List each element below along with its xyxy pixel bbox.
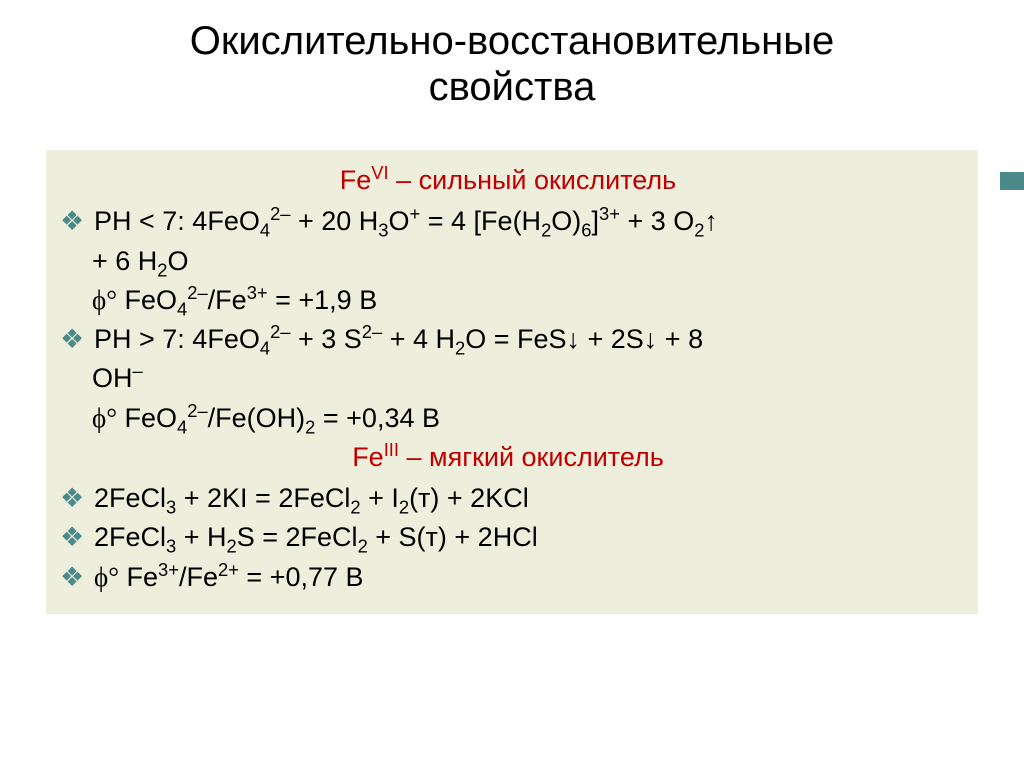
bullet-row-1: ❖ PH < 7: 4FeO42– + 20 H3O+ = 4 [Fe(H2O)… xyxy=(58,203,958,240)
title-line-2: свойства xyxy=(0,64,1024,110)
subheading-fe3: FeIII – мягкий окислитель xyxy=(58,439,958,476)
accent-bar xyxy=(1000,172,1024,190)
eq-fecl3-h2s: 2FeCl3 + H2S = 2FeCl2 + S(т) + 2HCl xyxy=(94,519,958,556)
slide-title: Окислительно-восстановительные свойства xyxy=(0,0,1024,118)
potential-2: ϕ° FeO42–/Fe(OH)2 = +0,34 В xyxy=(92,400,958,437)
eq-ph-gt-7: PH > 7: 4FeO42– + 3 S2– + 4 H2O = FeS↓ +… xyxy=(94,321,958,358)
title-line-1: Окислительно-восстановительные xyxy=(0,18,1024,64)
bullet-row-7: ❖ ϕ° Fe3+/Fe2+ = +0,77 В xyxy=(58,559,958,596)
bullet-row-3-cont: OH– xyxy=(58,360,958,397)
bullet-row-1-cont: + 6 H2O xyxy=(58,243,958,280)
eq-ph-gt-7-cont: OH– xyxy=(92,360,958,397)
eq-ph-lt-7: PH < 7: 4FeO42– + 20 H3O+ = 4 [Fe(H2O)6]… xyxy=(94,203,958,240)
bullet-icon: ❖ xyxy=(58,559,94,596)
bullet-row-4: ϕ° FeO42–/Fe(OH)2 = +0,34 В xyxy=(58,400,958,437)
bullet-row-6: ❖ 2FeCl3 + H2S = 2FeCl2 + S(т) + 2HCl xyxy=(58,519,958,556)
subhead2-sup: III xyxy=(384,439,399,460)
bullet-icon: ❖ xyxy=(58,480,94,517)
subhead2-prefix: Fe xyxy=(352,442,384,472)
eq-ph-lt-7-cont: + 6 H2O xyxy=(92,243,958,280)
bullet-icon: ❖ xyxy=(58,203,94,240)
potential-3: ϕ° Fe3+/Fe2+ = +0,77 В xyxy=(94,559,958,596)
bullet-row-2: ϕ° FeO42–/Fe3+ = +1,9 В xyxy=(58,282,958,319)
bullet-icon: ❖ xyxy=(58,519,94,556)
subhead1-prefix: Fe xyxy=(340,165,372,195)
subhead1-rest: – сильный окислитель xyxy=(389,165,677,195)
eq-fecl3-ki: 2FeCl3 + 2KI = 2FeCl2 + I2(т) + 2KCl xyxy=(94,480,958,517)
bullet-row-3: ❖ PH > 7: 4FeO42– + 3 S2– + 4 H2O = FeS↓… xyxy=(58,321,958,358)
bullet-row-5: ❖ 2FeCl3 + 2KI = 2FeCl2 + I2(т) + 2KCl xyxy=(58,480,958,517)
slide: Окислительно-восстановительные свойства … xyxy=(0,0,1024,767)
subhead2-rest: – мягкий окислитель xyxy=(399,442,664,472)
subhead1-sup: VI xyxy=(371,162,388,183)
potential-1: ϕ° FeO42–/Fe3+ = +1,9 В xyxy=(92,282,958,319)
bullet-icon: ❖ xyxy=(58,321,94,358)
subheading-fe6: FeVI – сильный окислитель xyxy=(58,162,958,199)
content-box: FeVI – сильный окислитель ❖ PH < 7: 4FeO… xyxy=(46,150,978,614)
